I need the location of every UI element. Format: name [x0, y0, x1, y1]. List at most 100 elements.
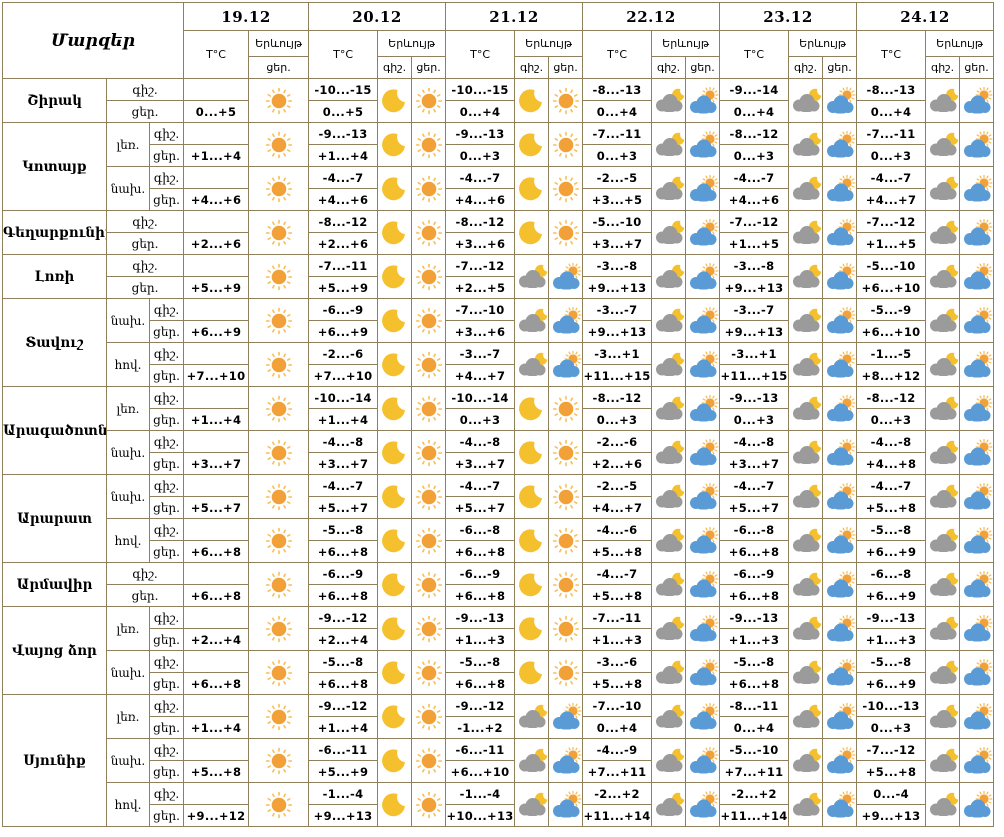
day-temp-cell: +11...+15	[719, 364, 790, 387]
cloud-sun-icon	[822, 386, 858, 431]
table-row: ցեր. +7...+10 +7...+10 +4...+7 +11...+15 +11.…	[3, 364, 994, 387]
night-temp-cell: -9...-12	[445, 694, 516, 717]
night-temp-cell	[183, 650, 250, 673]
cloud-moon-icon	[788, 166, 824, 211]
cloud-sun-icon	[685, 386, 721, 431]
sun-icon	[411, 650, 447, 695]
moon-icon	[377, 430, 413, 475]
cloud-moon-icon	[925, 474, 961, 519]
night-temp-cell: -10...-13	[856, 694, 927, 717]
moon-icon	[377, 122, 413, 167]
night-temp-cell: -4...-7	[719, 474, 790, 497]
night-temp-cell: -5...-8	[856, 518, 927, 541]
day-temp-cell: +6...+8	[719, 672, 790, 695]
cloud-sun-icon	[548, 298, 584, 343]
day-temp-cell: +5...+9	[308, 760, 379, 783]
night-temp-cell: -8...-12	[445, 210, 516, 233]
day-temp-cell: +4...+6	[308, 188, 379, 211]
cloud-moon-icon	[788, 694, 824, 739]
day-temp-cell: +6...+8	[308, 540, 379, 563]
cloud-sun-icon	[685, 738, 721, 783]
cloud-moon-icon	[788, 386, 824, 431]
day-row-label: ցեր.	[148, 496, 185, 519]
day-temp-cell: +1...+3	[719, 628, 790, 651]
table-row: Լոռի գիշ. -7...-11 -7...-12 -3...-8 -3...-8 -5…	[2, 254, 995, 299]
night-temp-cell: -3...-8	[719, 254, 790, 277]
forecast-table: Մարզեր 19.12 20.12 21.12 22.12 23.12 24.12 T°C Ե…	[1, 2, 995, 827]
sun-icon	[411, 562, 447, 607]
table-row: ցեր. +6...+8 +6...+8 +6...+8 +5...+8 +6...+8 +…	[3, 584, 994, 607]
day-temp-cell: +2...+6	[582, 452, 653, 475]
moon-icon	[514, 430, 550, 475]
day-temp-cell: +4...+6	[445, 188, 516, 211]
night-temp-cell: -4...-8	[719, 430, 790, 453]
night-temp-cell: -1...-5	[856, 342, 927, 365]
night-temp-cell	[183, 430, 250, 453]
day-temp-cell: +9...+13	[582, 276, 653, 299]
night-row-label: գիշ.	[148, 518, 185, 541]
night-temp-cell	[183, 694, 250, 717]
cloud-moon-icon	[651, 474, 687, 519]
day-temp-cell: +6...+9	[856, 540, 927, 563]
sun-icon	[248, 386, 310, 431]
region-name: Արագածոտն	[2, 386, 107, 475]
night-temp-cell: -9...-13	[719, 606, 790, 629]
cloud-sun-icon	[959, 298, 995, 343]
day-temp-cell: +6...+10	[445, 760, 516, 783]
night-row-label: գիշ.	[148, 782, 185, 805]
day-temp-cell: +5...+7	[308, 496, 379, 519]
cloud-sun-icon	[822, 606, 858, 651]
night-temp-cell: 0...-4	[856, 782, 927, 805]
night-temp-cell: -6...-8	[856, 562, 927, 585]
day-row-label: ցեր.	[148, 188, 185, 211]
cloud-moon-icon	[514, 342, 550, 387]
day-temp-cell: +5...+7	[445, 496, 516, 519]
zone-label: հով.	[106, 782, 150, 827]
cloud-sun-icon	[822, 650, 858, 695]
cloud-sun-icon	[685, 474, 721, 519]
night-temp-cell: -3...-7	[719, 298, 790, 321]
day-temp-cell: +11...+14	[582, 804, 653, 827]
table-row: ցեր. +4...+6 +4...+6 +4...+6 +3...+5 +4...+6 +…	[3, 188, 994, 211]
sun-icon	[248, 166, 310, 211]
table-row: Տավուշ նախ. գիշ. -6...-9 -7...-10 -3...-7 -3..…	[2, 298, 995, 387]
day-temp-cell: +5...+7	[719, 496, 790, 519]
sun-icon	[248, 342, 310, 387]
date-header: 19.12	[183, 2, 310, 31]
cloud-moon-icon	[651, 562, 687, 607]
night-temp-cell	[183, 210, 250, 233]
day-temp-cell: 0...+3	[445, 408, 516, 431]
cloud-moon-icon	[651, 342, 687, 387]
night-temp-cell: -4...-6	[582, 518, 653, 541]
day-temp-cell: +4...+7	[856, 188, 927, 211]
cloud-moon-icon	[514, 738, 550, 783]
night-row-label: գիշ.	[148, 386, 185, 409]
moon-icon	[514, 606, 550, 651]
day-temp-cell: +4...+6	[719, 188, 790, 211]
night-temp-cell: -5...-8	[445, 650, 516, 673]
sun-icon	[248, 298, 310, 343]
night-temp-cell: -9...-12	[308, 694, 379, 717]
day-temp-cell: +6...+8	[308, 672, 379, 695]
moon-icon	[377, 518, 413, 563]
night-temp-cell: -7...-12	[856, 210, 927, 233]
night-row-label: գիշ.	[148, 298, 185, 321]
cloud-sun-icon	[822, 562, 858, 607]
day-temp-cell: +7...+11	[719, 760, 790, 783]
day-temp-cell: +6...+9	[183, 320, 250, 343]
cloud-moon-icon	[651, 122, 687, 167]
day-temp-cell: +6...+8	[183, 540, 250, 563]
sun-icon	[411, 298, 447, 343]
day-temp-cell: +5...+8	[582, 672, 653, 695]
cloud-moon-icon	[925, 342, 961, 387]
day-label: ցեր.	[822, 56, 858, 79]
night-row-label: գիշ.	[105, 210, 185, 233]
moon-icon	[514, 166, 550, 211]
night-temp-cell: -8...-12	[308, 210, 379, 233]
night-temp-cell: -3...-7	[445, 342, 516, 365]
region-name: Սյունիք	[2, 694, 107, 827]
sun-icon	[411, 606, 447, 651]
temp-header: T°C	[719, 30, 790, 79]
day-temp-cell: 0...+3	[719, 408, 790, 431]
day-temp-cell: +9...+13	[719, 320, 790, 343]
